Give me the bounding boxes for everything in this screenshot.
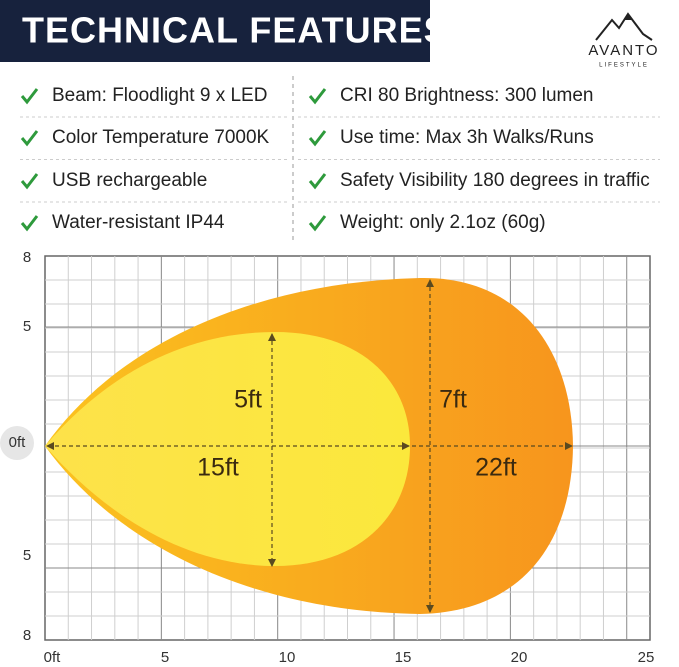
check-icon	[308, 215, 327, 232]
arrow-heads	[46, 279, 573, 613]
feature-text: Use time: Max 3h Walks/Runs	[340, 127, 594, 148]
feature-text: Beam: Floodlight 9 x LED	[52, 85, 267, 106]
check-icon	[20, 88, 39, 105]
feature-text: Water-resistant IP44	[52, 212, 225, 233]
dimension-label: 15ft	[197, 454, 239, 482]
x-axis-label: 10	[279, 649, 296, 666]
feature-text: Safety Visibility 180 degrees in traffic	[340, 170, 650, 191]
y-axis-label: 8	[23, 627, 31, 644]
header-title: TECHNICAL FEATURES	[22, 10, 449, 51]
x-axis-label: 5	[161, 649, 169, 666]
dimension-lines	[48, 280, 571, 612]
check-icon	[20, 215, 39, 232]
dimension-label: 22ft	[475, 454, 517, 482]
check-icon	[308, 173, 327, 190]
tagline: LIFESTYLE	[599, 63, 649, 69]
x-axis-label: 15	[395, 649, 412, 666]
feature-list: Beam: Floodlight 9 x LED CRI 80 Brightnes…	[20, 76, 660, 240]
check-icon	[308, 130, 327, 147]
header-band	[0, 0, 430, 62]
feature-text: Color Temperature 7000K	[52, 127, 270, 148]
x-axis-label: 20	[511, 649, 528, 666]
dimension-label: 5ft	[234, 386, 262, 414]
y-axis-label: 0ft	[9, 434, 27, 451]
x-axis-label: 25	[638, 649, 655, 666]
logo: AVANTO LIFESTYLE	[588, 12, 659, 69]
brand: AVANTO	[588, 42, 659, 59]
y-axis-label: 8	[23, 249, 31, 266]
feature-text: Weight: only 2.1oz (60g)	[340, 212, 546, 233]
check-icon	[20, 173, 39, 190]
origin-badge	[0, 426, 34, 460]
check-icon	[20, 130, 39, 147]
x-axis-label: 0ft	[44, 649, 62, 666]
inner-beam	[45, 332, 410, 566]
dimension-label: 7ft	[439, 386, 467, 414]
diagram-labels: 0ft 5 10 15 20 25 8 5 0ft 5 8 5ft 15ft 7ft 22ft	[0, 249, 654, 666]
feature-text: CRI 80 Brightness: 300 lumen	[340, 85, 593, 106]
check-icon	[308, 88, 327, 105]
y-axis-label: 5	[23, 318, 31, 335]
y-axis-label: 5	[23, 547, 31, 564]
feature-text: USB rechargeable	[52, 170, 207, 191]
